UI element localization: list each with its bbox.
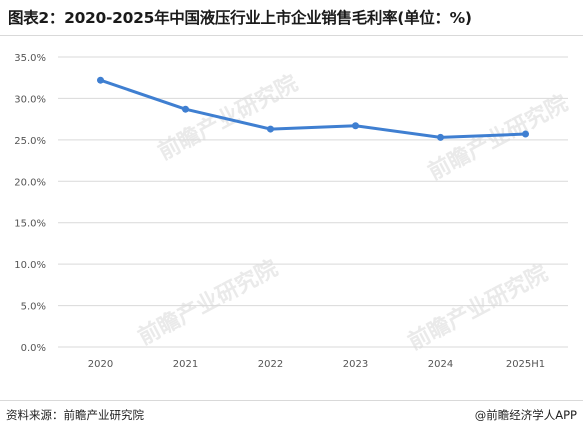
data-point (522, 130, 529, 138)
x-tick-label: 2023 (343, 359, 368, 370)
y-tick-label: 5.0% (21, 302, 46, 313)
credit-note: @前瞻经济学人APP (474, 408, 577, 422)
y-tick-label: 10.0% (14, 260, 46, 271)
data-point (352, 122, 359, 130)
y-tick-label: 35.0% (14, 53, 46, 64)
chart-title: 图表2：2020-2025年中国液压行业上市企业销售毛利率(单位：%) (8, 9, 472, 27)
data-point (97, 76, 104, 84)
x-tick-label: 2020 (88, 359, 113, 370)
y-tick-label: 25.0% (14, 136, 46, 147)
y-tick-label: 20.0% (14, 177, 46, 188)
source-note: 资料来源：前瞻产业研究院 (6, 408, 144, 422)
x-tick-label: 2021 (173, 359, 198, 370)
x-tick-label: 2022 (258, 359, 283, 370)
title-divider (0, 35, 583, 36)
footer-divider (0, 400, 583, 401)
line-chart: 0.0% 5.0% 10.0% 15.0% 20.0% 25.0% 30.0% 35.0% 20… (14, 53, 568, 370)
series-line (99, 78, 527, 139)
y-tick-label: 30.0% (14, 94, 46, 105)
x-tick-label: 2024 (428, 359, 453, 370)
data-point (182, 105, 189, 113)
data-point (267, 125, 274, 133)
y-tick-label: 15.0% (14, 219, 46, 230)
x-tick-label: 2025H1 (506, 359, 545, 370)
data-point (437, 133, 444, 141)
y-tick-label: 0.0% (21, 343, 46, 354)
